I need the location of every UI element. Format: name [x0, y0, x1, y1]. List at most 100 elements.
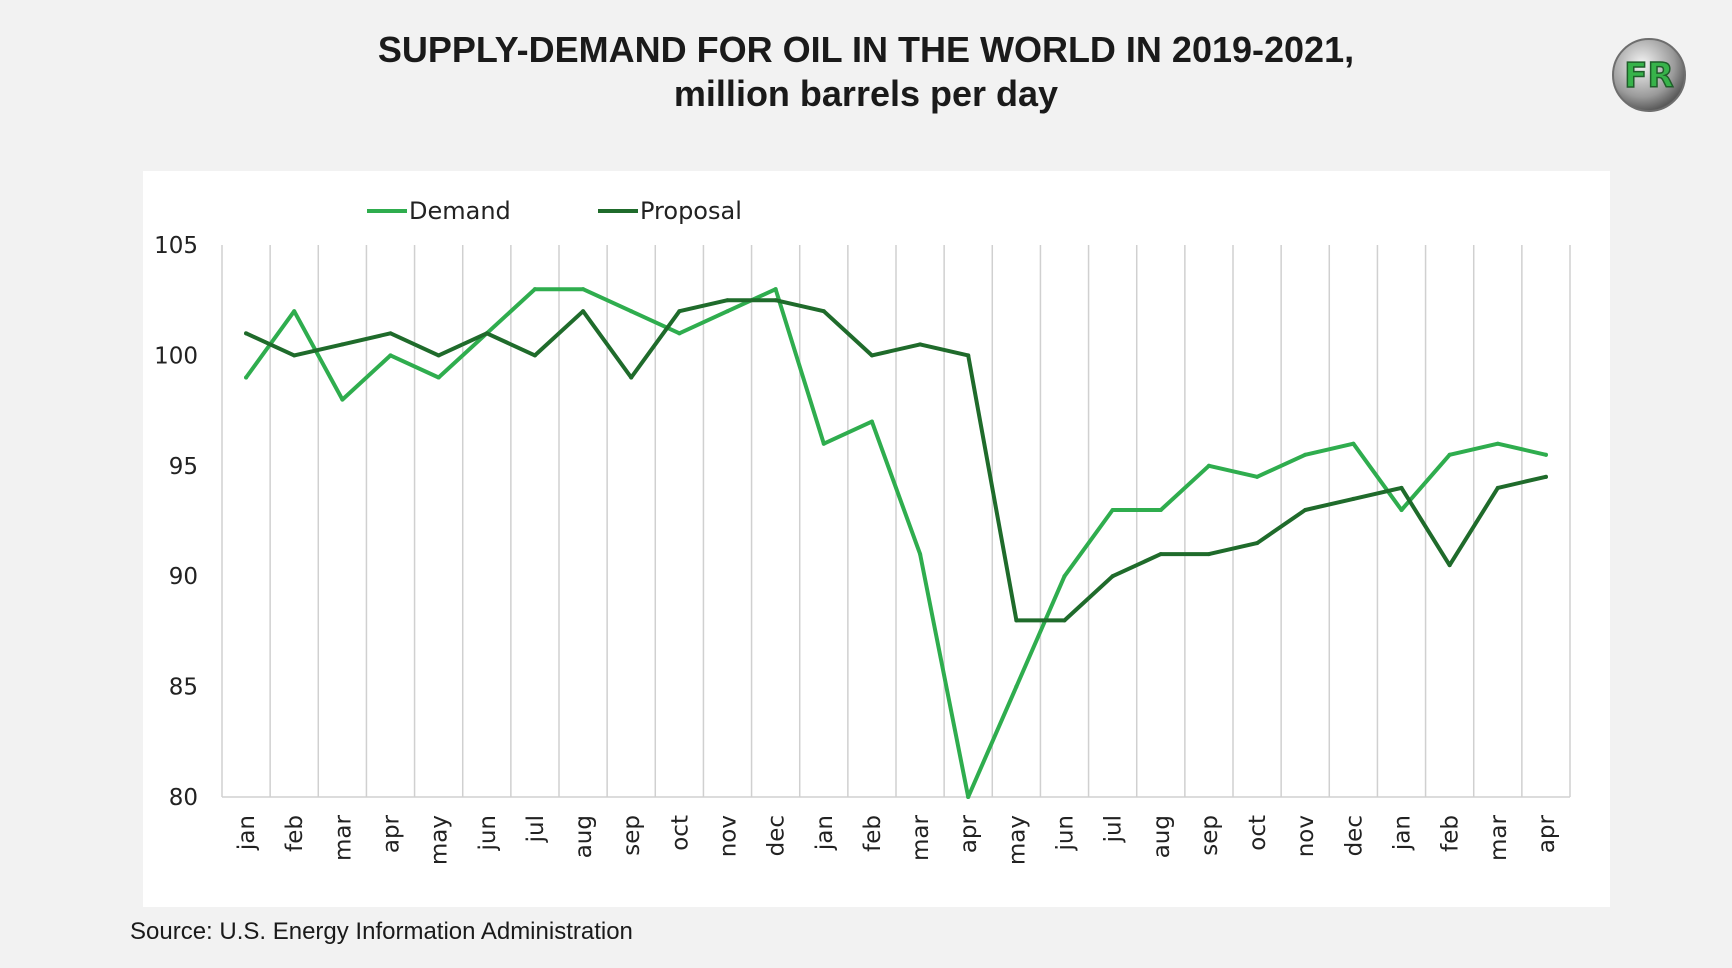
data-point-proposal	[581, 309, 586, 314]
data-point-demand	[1255, 474, 1260, 479]
data-point-proposal	[1303, 507, 1308, 512]
data-point-proposal	[869, 353, 874, 358]
y-tick-label: 90	[169, 564, 198, 590]
chart-title-line-1: SUPPLY-DEMAND FOR OIL IN THE WORLD IN 20…	[377, 29, 1355, 70]
data-point-demand	[581, 287, 586, 292]
y-tick-label: 105	[154, 233, 198, 259]
legend-label-demand: Demand	[409, 197, 511, 225]
data-point-proposal	[1110, 574, 1115, 579]
data-point-demand	[918, 552, 923, 557]
x-tick-label: mar	[908, 814, 934, 860]
y-tick-label: 95	[169, 454, 198, 480]
x-tick-label: sep	[1197, 815, 1223, 856]
data-point-demand	[1399, 507, 1404, 512]
x-tick-label: apr	[1534, 814, 1560, 853]
data-point-demand	[1110, 507, 1115, 512]
x-tick-label: aug	[1149, 815, 1175, 858]
data-point-proposal	[244, 331, 249, 336]
data-point-proposal	[484, 331, 489, 336]
y-tick-label: 100	[154, 343, 198, 369]
data-point-proposal	[1447, 563, 1452, 568]
data-point-demand	[869, 419, 874, 424]
fr-logo-icon: FR	[1612, 38, 1686, 112]
data-point-proposal	[292, 353, 297, 358]
x-tick-label: mar	[1486, 814, 1512, 860]
series-line-demand	[244, 287, 1548, 799]
x-tick-label: sep	[619, 815, 645, 856]
data-point-demand	[1062, 574, 1067, 579]
data-point-proposal	[629, 375, 634, 380]
data-point-demand	[1158, 507, 1163, 512]
chart-title-line-2: million barrels per day	[673, 73, 1059, 114]
data-point-proposal	[388, 331, 393, 336]
x-tick-label: jun	[475, 815, 501, 852]
data-point-demand	[821, 441, 826, 446]
chart-panel: 80 85 90 95 100 105 jan feb mar apr may jun jul aug se…	[143, 171, 1610, 907]
data-point-proposal	[966, 353, 971, 358]
series-line-proposal	[244, 298, 1548, 623]
x-tick-label: jan	[234, 815, 260, 851]
x-tick-label: jul	[523, 815, 549, 843]
data-point-proposal	[1351, 496, 1356, 501]
data-point-demand	[677, 331, 682, 336]
data-point-proposal	[1158, 552, 1163, 557]
x-tick-label: jan	[812, 815, 838, 851]
data-point-proposal	[1014, 618, 1019, 623]
data-point-demand	[1303, 452, 1308, 457]
source-note: Source: U.S. Energy Information Administ…	[130, 918, 633, 945]
data-point-proposal	[1495, 485, 1500, 490]
data-point-demand	[436, 375, 441, 380]
x-tick-label: dec	[764, 815, 790, 856]
data-point-proposal	[677, 309, 682, 314]
data-point-proposal	[340, 342, 345, 347]
data-point-proposal	[821, 309, 826, 314]
data-point-demand	[292, 309, 297, 314]
y-tick-label: 80	[169, 785, 198, 811]
x-tick-label: may	[1004, 815, 1030, 865]
data-point-demand	[532, 287, 537, 292]
x-tick-label: jun	[1053, 815, 1079, 852]
x-tick-label: oct	[667, 815, 693, 851]
data-point-demand	[1543, 452, 1548, 457]
x-tick-label: mar	[330, 814, 356, 860]
y-tick-label: 85	[169, 675, 198, 701]
data-point-proposal	[773, 298, 778, 303]
data-point-proposal	[918, 342, 923, 347]
data-point-proposal	[1206, 552, 1211, 557]
data-point-proposal	[1543, 474, 1548, 479]
logo-letters: FR	[1624, 56, 1673, 96]
chart-title: SUPPLY-DEMAND FOR OIL IN THE WORLD IN 20…	[0, 28, 1732, 116]
x-tick-label: oct	[1245, 815, 1271, 851]
x-tick-label: may	[427, 815, 453, 865]
x-tick-label: feb	[860, 815, 886, 852]
x-tick-label: jan	[1390, 815, 1416, 851]
data-point-proposal	[725, 298, 730, 303]
data-point-demand	[340, 397, 345, 402]
x-tick-label: feb	[282, 815, 308, 852]
data-point-demand	[725, 309, 730, 314]
x-tick-label: aug	[571, 815, 597, 858]
data-point-proposal	[1255, 541, 1260, 546]
x-tick-label: dec	[1341, 815, 1367, 856]
legend-label-proposal: Proposal	[640, 197, 742, 225]
data-point-demand	[244, 375, 249, 380]
x-tick-label: jul	[1101, 815, 1127, 843]
data-point-demand	[1495, 441, 1500, 446]
data-point-demand	[773, 287, 778, 292]
x-tick-label: nov	[716, 815, 742, 857]
data-point-proposal	[1062, 618, 1067, 623]
data-point-proposal	[436, 353, 441, 358]
data-point-demand	[388, 353, 393, 358]
data-point-proposal	[1399, 485, 1404, 490]
x-tick-label: nov	[1293, 815, 1319, 857]
data-point-demand	[629, 309, 634, 314]
data-point-demand	[1447, 452, 1452, 457]
data-point-demand	[1351, 441, 1356, 446]
x-tick-label: apr	[379, 814, 405, 853]
x-tick-label: apr	[956, 814, 982, 853]
data-point-proposal	[532, 353, 537, 358]
data-point-demand	[1014, 684, 1019, 689]
data-point-demand	[1206, 463, 1211, 468]
x-tick-label: feb	[1438, 815, 1464, 852]
